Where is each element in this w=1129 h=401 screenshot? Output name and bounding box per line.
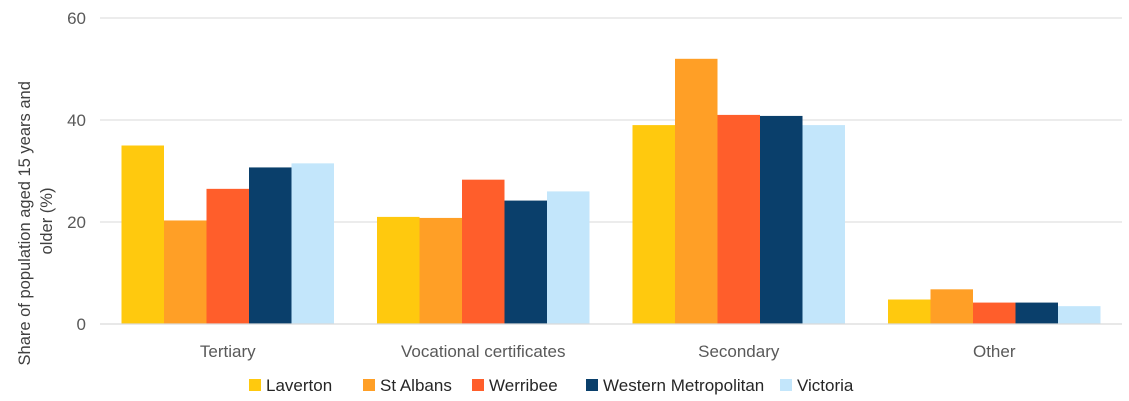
y-axis-title-line-1: Share of population aged 15 years and: [16, 81, 34, 365]
y-tick-label: 40: [67, 111, 86, 130]
legend-label-laverton: Laverton: [266, 376, 332, 395]
bar-laverton-secondary: [632, 125, 675, 324]
y-tick-label: 20: [67, 213, 86, 232]
legend-swatch-st-albans: [363, 379, 375, 391]
y-tick-label: 60: [67, 9, 86, 28]
bar-st-albans-tertiary: [164, 220, 207, 324]
category-label: Other: [973, 342, 1016, 361]
category-label: Tertiary: [200, 342, 256, 361]
y-tick-label: 0: [77, 315, 86, 334]
legend-swatch-western-metropolitan: [586, 379, 598, 391]
bars: [121, 58, 1101, 325]
category-labels: Tertiary Vocational certificates Secondary…: [200, 342, 1016, 361]
legend-label-st-albans: St Albans: [380, 376, 452, 395]
y-axis-title: Share of population aged 15 years and ol…: [16, 77, 56, 366]
bar-western-metropolitan-vocational-certificates: [504, 200, 547, 324]
bar-st-albans-other: [930, 289, 973, 324]
bar-western-metropolitan-secondary: [760, 115, 803, 324]
legend-swatch-victoria: [780, 379, 792, 391]
bar-laverton-vocational-certificates: [377, 216, 420, 324]
bar-st-albans-secondary: [675, 58, 718, 325]
bar-victoria-tertiary: [291, 163, 334, 324]
legend-label-werribee: Werribee: [489, 376, 558, 395]
bar-werribee-vocational-certificates: [462, 179, 505, 324]
legend: Laverton St Albans Werribee Western Metropo…: [249, 376, 854, 395]
bar-werribee-secondary: [717, 114, 760, 325]
legend-swatch-laverton: [249, 379, 261, 391]
bar-victoria-other: [1058, 306, 1101, 324]
bar-western-metropolitan-other: [1015, 302, 1058, 324]
bar-laverton-other: [888, 299, 931, 324]
bar-werribee-tertiary: [206, 188, 249, 324]
bar-werribee-other: [973, 302, 1016, 324]
legend-label-western-metropolitan: Western Metropolitan: [603, 376, 764, 395]
legend-swatch-werribee: [472, 379, 484, 391]
bar-victoria-secondary: [802, 125, 845, 324]
category-label: Secondary: [698, 342, 780, 361]
bar-western-metropolitan-tertiary: [249, 167, 292, 324]
category-label: Vocational certificates: [401, 342, 565, 361]
y-axis-title-line-2: older (%): [38, 188, 56, 255]
bar-st-albans-vocational-certificates: [419, 217, 462, 324]
bar-victoria-vocational-certificates: [547, 191, 590, 324]
bar-laverton-tertiary: [121, 145, 164, 324]
legend-label-victoria: Victoria: [797, 376, 854, 395]
y-axis-ticks: 0 20 40 60: [67, 9, 86, 334]
